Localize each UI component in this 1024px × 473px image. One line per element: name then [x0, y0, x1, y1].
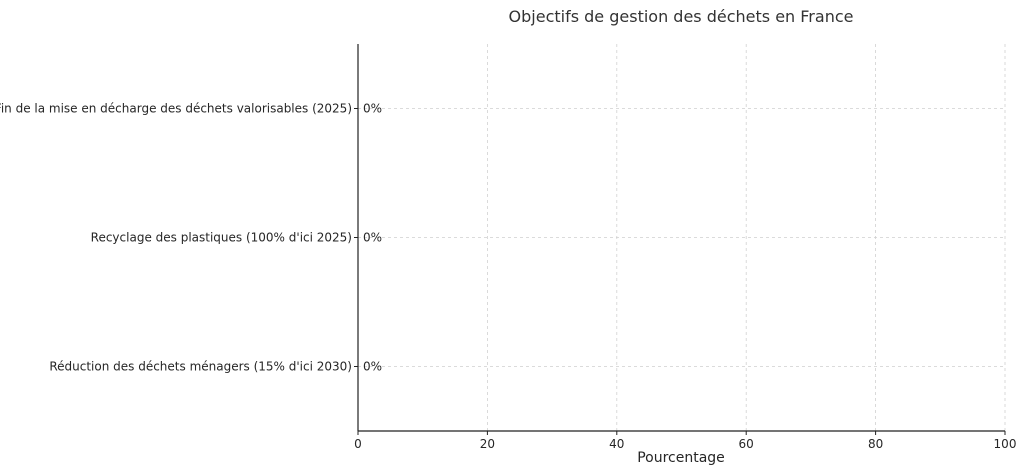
gridlines [358, 44, 1006, 431]
bar-value-label: 0% [363, 360, 382, 374]
y-axis-categories: Fin de la mise en décharge des déchets v… [0, 102, 358, 374]
x-tick-label: 80 [868, 437, 883, 451]
bar-value-label: 0% [363, 102, 382, 116]
x-tick-label: 100 [994, 437, 1017, 451]
x-tick-label: 0 [354, 437, 362, 451]
x-axis-title: Pourcentage [637, 450, 725, 466]
category-label: Réduction des déchets ménagers (15% d'ic… [49, 360, 352, 374]
category-label: Recyclage des plastiques (100% d'ici 202… [91, 231, 352, 245]
x-tick-label: 60 [739, 437, 754, 451]
x-tick-label: 20 [480, 437, 495, 451]
category-label: Fin de la mise en décharge des déchets v… [0, 102, 352, 116]
chart-title: Objectifs de gestion des déchets en Fran… [509, 7, 854, 26]
x-axis-ticks: 0 20 40 60 80 100 [354, 431, 1016, 451]
bar-value-label: 0% [363, 231, 382, 245]
x-tick-label: 40 [609, 437, 624, 451]
data-labels: 0% 0% 0% [363, 102, 382, 374]
